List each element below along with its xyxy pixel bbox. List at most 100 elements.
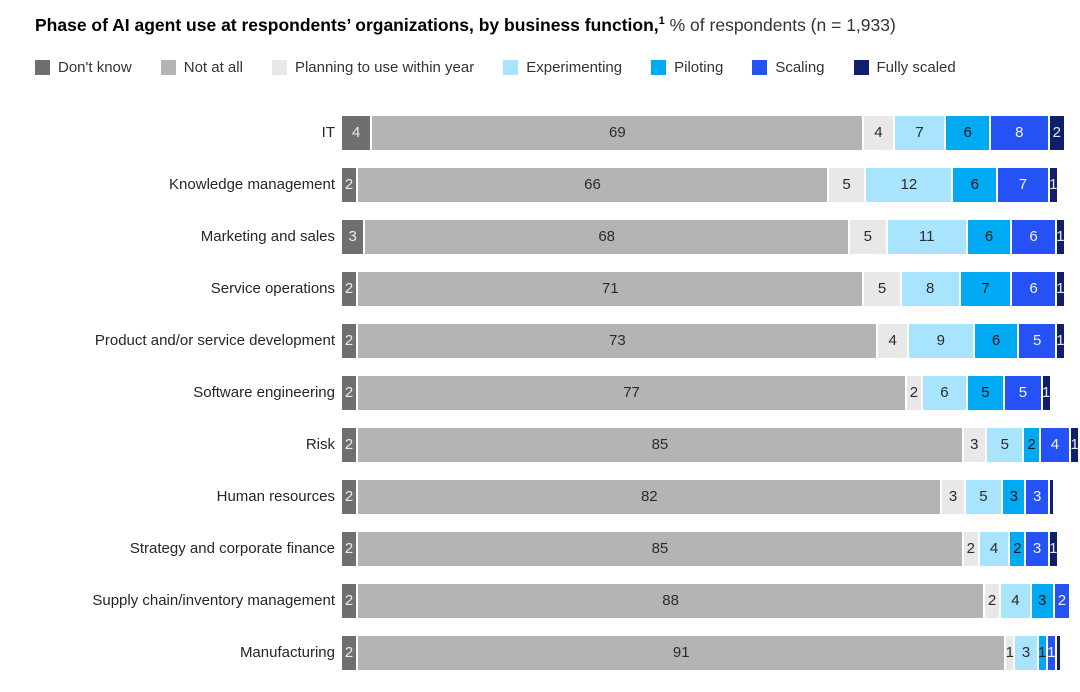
bar-segment-not-at-all: 66	[358, 167, 827, 202]
bar-segments: 3 68 5 11 6 6 1	[342, 219, 1065, 254]
bar-row: Human resources 2 82 3 5 3 3	[35, 479, 1060, 514]
segment-value-label: 66	[584, 175, 601, 193]
bar-row: Marketing and sales 3 68 5 11 6 6 1	[35, 219, 1065, 254]
segment-value-label: 1	[1005, 643, 1014, 661]
bar-segment-piloting: 2	[1010, 531, 1025, 566]
row-label: Marketing and sales	[200, 228, 335, 246]
row-label: Supply chain/inventory management	[92, 592, 335, 610]
segment-value-label: 2	[1027, 435, 1036, 453]
legend-label: Experimenting	[526, 59, 623, 77]
bar-segment-piloting: 7	[960, 271, 1011, 306]
segment-value-label: 77	[623, 383, 640, 401]
legend-item-planning-to-use-within-year: Planning to use within year	[271, 59, 474, 76]
segment-value-label: 2	[344, 591, 354, 609]
segment-value-label: 2	[344, 279, 354, 297]
bar-segments: 2 85 3 5 2 4 1	[342, 427, 1079, 462]
legend-item-piloting: Piloting	[651, 59, 723, 76]
bar-segment-planning-to-use-within-year: 2	[984, 583, 1000, 618]
segment-value-label: 5	[877, 279, 887, 297]
bar-row: Knowledge management 2 66 5 12 6 7 1	[35, 167, 1060, 202]
legend-swatch-icon	[752, 60, 768, 76]
bar-segment-fully-scaled: 1	[1042, 375, 1050, 410]
segment-value-label: 3	[1032, 487, 1042, 505]
segment-value-label: 1	[1056, 227, 1065, 245]
segment-value-label: 6	[1029, 227, 1038, 245]
bar-segment-not-at-all: 91	[358, 635, 1005, 670]
row-label: Manufacturing	[239, 644, 335, 662]
chart: IT 4 69 4 7 6 8 2 Knowledge management 2 66 5 12 6 7 1 M…	[35, 115, 1079, 670]
segment-value-label: 11	[918, 227, 935, 245]
segment-value-label: 6	[970, 175, 979, 193]
bar-segments: 2 66 5 12 6 7 1	[342, 167, 1057, 202]
legend-item-not-at-all: Not at all	[160, 59, 243, 76]
legend-item-fully-scaled: Fully scaled	[853, 59, 956, 76]
segment-value-label: 8	[1015, 123, 1024, 141]
segment-value-label: 6	[940, 383, 949, 401]
legend-label: Scaling	[775, 59, 825, 77]
legend-item-experimenting: Experimenting	[503, 59, 622, 76]
bar-segment-fully-scaled: 1	[1049, 167, 1057, 202]
legend-swatch-icon	[271, 60, 287, 76]
legend-swatch-icon	[35, 60, 50, 76]
segment-value-label: 5	[842, 175, 851, 193]
bar-row: Strategy and corporate finance 2 85 2 4 2 3 1	[35, 531, 1060, 566]
legend-swatch-icon	[503, 60, 519, 76]
segment-value-label: 3	[1038, 591, 1047, 609]
bar-segment-scaling: 2	[1054, 583, 1070, 618]
bar-segment-not-at-all: 82	[358, 479, 941, 514]
segment-value-label: 3	[948, 487, 958, 505]
bar-segment-piloting: 1	[1038, 635, 1046, 670]
bar-segments: 2 77 2 6 5 5 1	[342, 375, 1050, 410]
bar-segment-planning-to-use-within-year: 2	[906, 375, 922, 410]
bar-segment-fully-scaled: 1	[1056, 271, 1065, 306]
segment-value-label: 2	[1013, 539, 1022, 557]
bar-segment-fully-scaled: 1	[1056, 323, 1065, 358]
bar-segment-don-t-know: 3	[342, 219, 364, 254]
segment-value-label: 3	[1009, 487, 1018, 505]
segment-value-label: 5	[1018, 383, 1028, 401]
bar-row: Manufacturing 2 91 1 3 1 1	[35, 635, 1061, 670]
bar-segment-don-t-know: 2	[342, 479, 357, 514]
segment-value-label: 5	[1000, 435, 1009, 453]
legend-item-don-t-know: Don't know	[35, 59, 132, 76]
bar-row: Software engineering 2 77 2 6 5 5 1	[35, 375, 1060, 410]
bar-segments: 2 91 1 3 1 1	[342, 635, 1061, 670]
bar-segments: 2 85 2 4 2 3 1	[342, 531, 1057, 566]
segment-value-label: 2	[344, 331, 354, 349]
bar-segments: 2 71 5 8 7 6 1	[342, 271, 1065, 306]
row-label: Strategy and corporate finance	[129, 540, 335, 558]
bar-row: Supply chain/inventory management 2 88 2 4 3 2	[35, 583, 1070, 618]
bar-segment-scaling: 7	[998, 167, 1048, 202]
segment-value-label: 8	[926, 279, 935, 297]
segment-value-label: 4	[888, 331, 897, 349]
segment-value-label: 1	[1047, 643, 1056, 661]
footnote-marker: 1	[658, 15, 665, 28]
bar-segment-scaling: 5	[1019, 323, 1055, 358]
segment-value-label: 9	[936, 331, 945, 349]
segment-value-label: 2	[344, 383, 354, 401]
bar-segment-experimenting: 4	[1001, 583, 1030, 618]
bar-segment-don-t-know: 2	[342, 323, 357, 358]
bar-segment-not-at-all: 88	[358, 583, 983, 618]
bar-segment-planning-to-use-within-year: 5	[864, 271, 900, 306]
bar-segment-scaling: 8	[990, 115, 1048, 150]
segment-value-label: 6	[984, 227, 994, 245]
bar-segment-planning-to-use-within-year: 4	[864, 115, 893, 150]
row-label: Product and/or service development	[94, 332, 335, 350]
legend-swatch-icon	[160, 60, 176, 76]
bar-segment-not-at-all: 71	[358, 271, 863, 306]
bar-row: Product and/or service development 2 73 4 9 6…	[35, 323, 1065, 358]
segment-value-label: 7	[1018, 175, 1028, 193]
segment-value-label: 7	[915, 123, 924, 141]
bar-segment-planning-to-use-within-year: 5	[828, 167, 865, 202]
bar-segment-piloting: 3	[1031, 583, 1053, 618]
bar-segment-planning-to-use-within-year: 3	[963, 427, 985, 462]
bar-segment-piloting: 6	[974, 323, 1018, 358]
bar-segment-scaling: 6	[1012, 271, 1055, 306]
bar-segment-fully-scaled: 1	[1049, 531, 1057, 566]
segment-value-label: 5	[979, 487, 988, 505]
bar-segment-don-t-know: 2	[342, 531, 357, 566]
bar-segment-planning-to-use-within-year: 4	[878, 323, 907, 358]
bar-segment-don-t-know: 2	[342, 427, 357, 462]
bar-segment-experimenting: 4	[979, 531, 1009, 566]
